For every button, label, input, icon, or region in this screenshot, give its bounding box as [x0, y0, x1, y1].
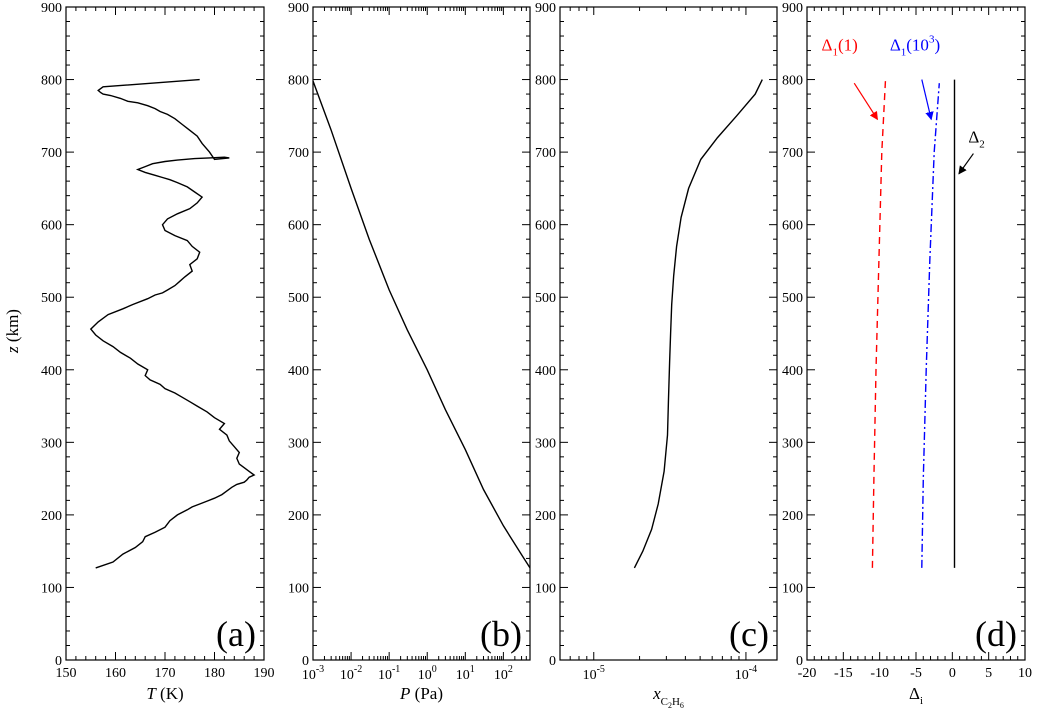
- x-axis-label: xC2H6: [652, 684, 684, 710]
- x-tick-label: 10-3: [302, 664, 324, 683]
- y-tick-label: 100: [288, 581, 309, 596]
- y-tick-label: 700: [288, 146, 309, 161]
- panel-label: (c): [729, 614, 769, 654]
- y-tick-label: 600: [41, 219, 62, 234]
- x-tick-label: -10: [870, 666, 889, 681]
- y-tick-label: 700: [782, 146, 803, 161]
- y-tick-label: 700: [535, 146, 556, 161]
- panel-label: (a): [216, 614, 256, 654]
- x-axis-label: Δi: [909, 684, 923, 707]
- panel-c: 0 100 200 300 400 500 600 700 800 900 10-5 10-4 xC2H…: [535, 1, 778, 710]
- annotation-label: Δ1(1): [822, 36, 858, 59]
- series-line-1: [633, 79, 763, 569]
- y-tick-label: 400: [288, 364, 309, 379]
- x-tick-label: 180: [204, 666, 225, 681]
- x-tick-label: 10-5: [583, 664, 605, 683]
- y-tick-label: 600: [782, 219, 803, 234]
- y-tick-label: 200: [535, 509, 556, 524]
- y-tick-label: 0: [302, 654, 309, 669]
- y-tick-label: 500: [782, 291, 803, 306]
- plot-frame: [65, 6, 265, 661]
- series-line-1: [312, 80, 531, 569]
- x-tick-label: 0: [949, 666, 956, 681]
- x-tick-label: 5: [985, 666, 992, 681]
- x-tick-label: 100: [418, 664, 437, 683]
- annotation-arrow: [921, 79, 934, 121]
- y-tick-label: 700: [41, 146, 62, 161]
- y-tick-label: 800: [288, 74, 309, 89]
- series-line-1: [89, 78, 256, 569]
- y-tick-label: 100: [535, 581, 556, 596]
- y-tick-label: 0: [796, 654, 803, 669]
- annotation-arrow: [853, 82, 878, 121]
- panel-label: (d): [975, 614, 1017, 654]
- y-tick-label: 300: [535, 436, 556, 451]
- x-tick-label: 190: [254, 666, 275, 681]
- y-tick-label: 900: [535, 1, 556, 16]
- x-tick-label: 102: [494, 664, 513, 683]
- plot-frame: [312, 6, 531, 661]
- y-tick-label: 800: [782, 74, 803, 89]
- x-tick-label: -5: [910, 666, 922, 681]
- y-tick-label: 200: [288, 509, 309, 524]
- x-tick-label: -15: [834, 666, 853, 681]
- y-tick-label: 900: [41, 1, 62, 16]
- plot-frame: [806, 6, 1026, 661]
- panel-b: 0 100 200 300 400 500 600 700 800 900 10-3 10-2 10-1…: [288, 1, 531, 703]
- x-tick-label: -20: [798, 666, 817, 681]
- annotation-label: Δ1(103): [890, 34, 940, 59]
- y-tick-label: 400: [782, 364, 803, 379]
- y-tick-label: 900: [782, 1, 803, 16]
- y-tick-label: 200: [782, 509, 803, 524]
- y-tick-label: 100: [41, 581, 62, 596]
- x-tick-label: 10-2: [340, 664, 362, 683]
- y-tick-label: 400: [535, 364, 556, 379]
- x-tick-label: 150: [56, 666, 77, 681]
- y-tick-label: 200: [41, 509, 62, 524]
- panel-a: 0 100 200 300 400 500 600 700 800 900 150 160 170 180…: [41, 1, 275, 703]
- x-tick-label: 160: [105, 666, 126, 681]
- y-tick-label: 600: [535, 219, 556, 234]
- x-tick-label: 101: [456, 664, 475, 683]
- y-tick-label: 0: [55, 654, 62, 669]
- x-tick-label: 10-4: [735, 664, 757, 683]
- y-tick-label: 300: [782, 436, 803, 451]
- x-axis-label: T (K): [146, 684, 183, 703]
- series-line-2: [921, 83, 940, 568]
- y-tick-label: 300: [41, 436, 62, 451]
- y-tick-label: 500: [535, 291, 556, 306]
- y-axis-label: z (km): [3, 309, 22, 354]
- annotation-arrow: [958, 153, 974, 175]
- panel-label: (b): [480, 614, 522, 654]
- x-tick-label: 10-1: [378, 664, 400, 683]
- plot-frame: [559, 6, 778, 661]
- x-axis-label: P (Pa): [399, 684, 443, 703]
- y-tick-label: 500: [288, 291, 309, 306]
- y-tick-label: 0: [549, 654, 556, 669]
- y-tick-label: 800: [535, 74, 556, 89]
- y-tick-label: 400: [41, 364, 62, 379]
- x-tick-label: 170: [155, 666, 176, 681]
- y-tick-label: 900: [288, 1, 309, 16]
- y-tick-label: 300: [288, 436, 309, 451]
- y-tick-label: 600: [288, 219, 309, 234]
- y-tick-label: 500: [41, 291, 62, 306]
- y-tick-label: 800: [41, 74, 62, 89]
- annotation-label: Δ2: [968, 128, 984, 151]
- panel-d: 0 100 200 300 400 500 600 700 800 900 -20 -15 -10 -5 0…: [782, 1, 1032, 707]
- series-line-1: [871, 79, 887, 568]
- y-tick-label: 100: [782, 581, 803, 596]
- x-tick-label: 10: [1018, 666, 1032, 681]
